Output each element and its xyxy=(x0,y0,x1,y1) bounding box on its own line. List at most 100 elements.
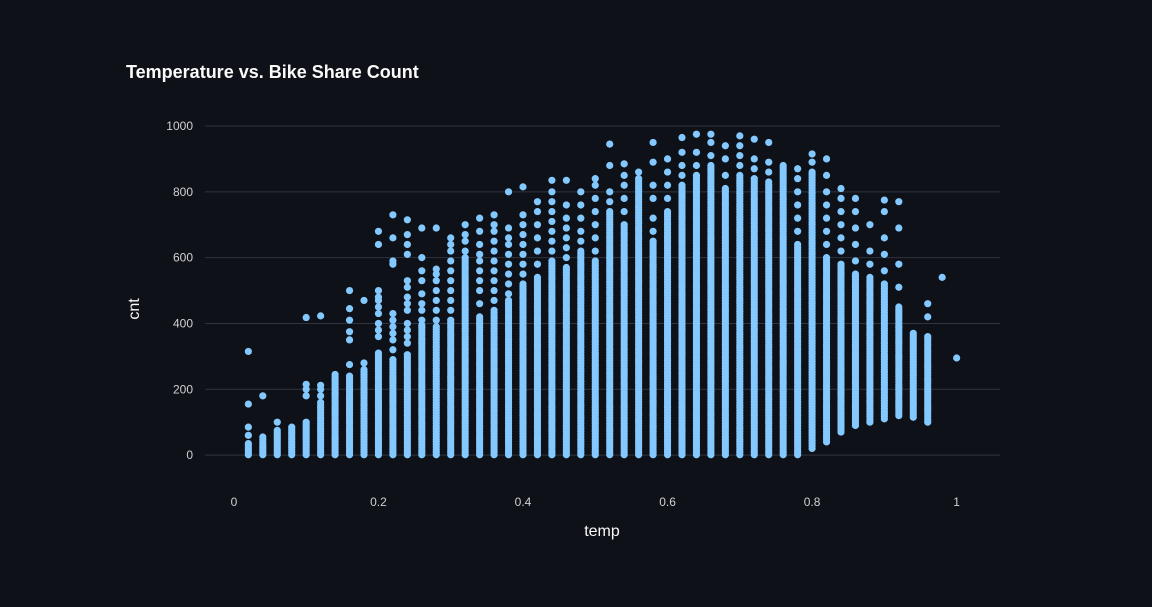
data-point xyxy=(389,329,397,337)
data-point xyxy=(317,381,325,389)
data-point xyxy=(721,171,729,179)
data-point xyxy=(808,168,816,176)
data-point xyxy=(620,181,628,189)
x-axis-label: temp xyxy=(584,523,620,540)
data-point xyxy=(519,250,527,258)
y-tick-label: 400 xyxy=(173,316,193,330)
data-point xyxy=(548,247,556,255)
data-point xyxy=(418,316,426,324)
data-point xyxy=(924,300,932,308)
y-tick-label: 1000 xyxy=(166,119,193,133)
data-point xyxy=(533,273,542,281)
data-point xyxy=(418,277,426,285)
data-point xyxy=(504,260,513,268)
data-point xyxy=(403,333,411,341)
data-point xyxy=(504,270,513,278)
data-point xyxy=(635,168,643,176)
data-point xyxy=(389,234,397,242)
data-point xyxy=(736,171,744,179)
data-point xyxy=(374,240,383,249)
data-point xyxy=(432,270,440,278)
data-point xyxy=(721,184,729,193)
data-point xyxy=(591,175,599,183)
data-point xyxy=(750,155,758,163)
data-point xyxy=(403,339,411,347)
data-point xyxy=(591,221,599,229)
data-point xyxy=(577,237,585,245)
y-axis-label: cnt xyxy=(126,298,143,320)
data-point xyxy=(374,333,383,341)
data-point xyxy=(360,365,368,374)
data-point xyxy=(273,418,281,426)
data-point xyxy=(389,257,397,265)
data-point xyxy=(649,214,657,222)
data-point xyxy=(548,176,556,184)
data-point xyxy=(663,155,672,163)
data-point xyxy=(403,319,411,328)
data-point xyxy=(519,211,527,219)
data-point xyxy=(374,286,383,295)
data-point xyxy=(403,216,411,224)
data-point xyxy=(880,267,888,275)
data-point xyxy=(736,132,744,140)
data-point xyxy=(880,207,888,216)
data-point xyxy=(779,161,787,170)
data-point xyxy=(447,247,455,255)
x-tick-label: 0.4 xyxy=(515,495,532,509)
data-point xyxy=(389,356,397,364)
data-point xyxy=(490,277,498,285)
data-point xyxy=(418,300,426,308)
data-point xyxy=(750,135,758,143)
data-point xyxy=(374,309,383,318)
data-point xyxy=(519,183,527,191)
data-point xyxy=(880,234,888,242)
data-point xyxy=(374,303,383,311)
data-point xyxy=(317,398,325,407)
x-tick-label: 0.2 xyxy=(370,495,387,509)
data-point xyxy=(476,277,484,285)
data-points xyxy=(244,130,961,459)
data-point xyxy=(389,309,397,318)
data-point xyxy=(794,240,802,249)
data-point xyxy=(504,290,513,298)
data-point xyxy=(866,260,874,268)
data-point xyxy=(924,333,932,341)
data-point xyxy=(403,250,411,258)
data-point xyxy=(490,296,498,305)
data-point xyxy=(447,257,455,265)
data-point xyxy=(476,214,484,222)
data-point xyxy=(476,286,484,295)
data-point xyxy=(490,257,498,265)
data-point xyxy=(389,316,397,324)
data-point xyxy=(591,181,599,189)
data-point xyxy=(345,360,354,369)
data-point xyxy=(432,277,440,285)
data-point xyxy=(851,194,860,202)
data-point xyxy=(851,257,860,265)
data-point xyxy=(895,260,903,268)
data-point xyxy=(837,194,845,202)
data-point xyxy=(880,280,888,288)
data-point xyxy=(461,231,469,239)
data-point xyxy=(548,188,556,196)
data-point xyxy=(678,181,686,189)
y-tick-label: 600 xyxy=(173,251,193,265)
data-point xyxy=(649,227,657,235)
data-point xyxy=(606,161,614,170)
data-point xyxy=(620,194,628,202)
data-point xyxy=(707,161,715,170)
data-point xyxy=(447,316,455,324)
data-point xyxy=(504,224,513,232)
y-tick-label: 200 xyxy=(173,382,193,396)
data-point xyxy=(273,426,281,435)
data-point xyxy=(880,250,888,258)
chart-title: Temperature vs. Bike Share Count xyxy=(126,62,419,82)
data-point xyxy=(822,227,831,235)
data-point xyxy=(432,316,440,324)
data-point xyxy=(794,175,802,183)
data-point xyxy=(606,207,614,216)
data-point xyxy=(389,211,397,219)
data-point xyxy=(519,270,527,278)
